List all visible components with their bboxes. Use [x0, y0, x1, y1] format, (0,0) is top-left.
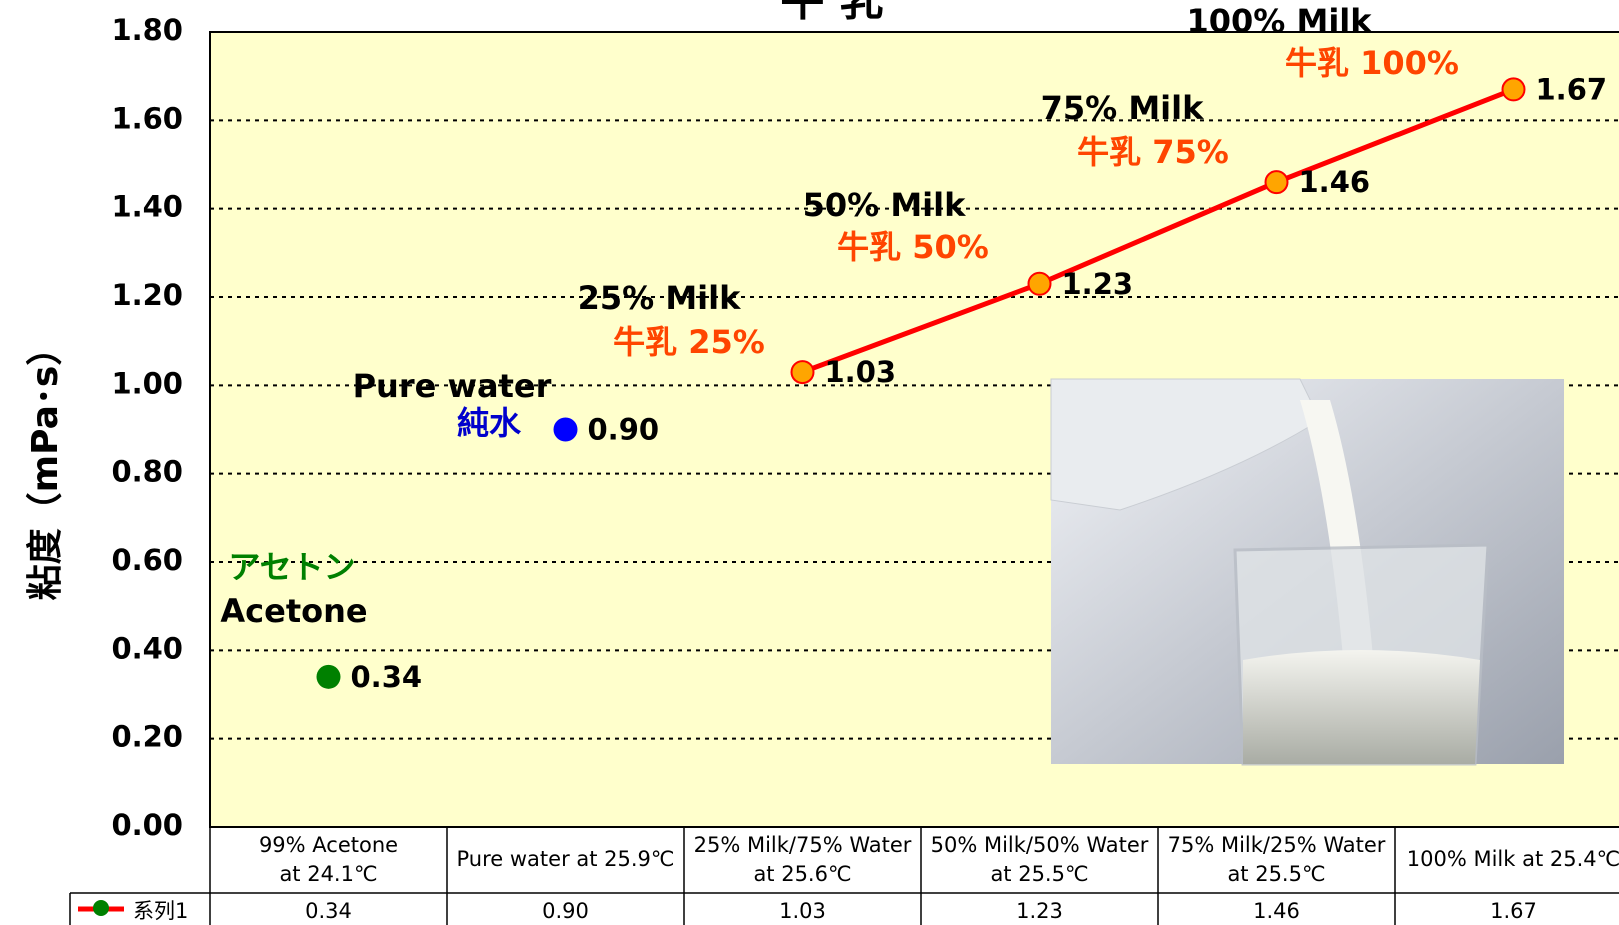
table-value: 1.03	[779, 899, 826, 923]
category-label: 25% Milk/75% Water at 25.6℃	[694, 833, 912, 886]
data-label: 1.23	[1062, 267, 1134, 301]
annotation: アセトン	[228, 548, 355, 586]
category-label: 50% Milk/50% Water at 25.5℃	[931, 833, 1149, 886]
table-value: 1.46	[1253, 899, 1300, 923]
point	[1264, 170, 1289, 195]
category-label: 75% Milk/25% Water at 25.5℃	[1168, 833, 1386, 886]
data-label: 0.90	[588, 413, 660, 447]
y-tick-label: 1.20	[111, 278, 183, 312]
y-tick-label: 1.80	[111, 13, 183, 47]
chart-title: 牛 乳	[780, 0, 883, 26]
annotation: 75% Milk	[1041, 89, 1205, 127]
y-tick-label: 0.80	[111, 455, 183, 489]
y-tick-label: 1.00	[111, 366, 183, 400]
annotation: 牛乳 100%	[1285, 44, 1459, 82]
y-tick-label: 0.20	[111, 720, 183, 754]
annotation: 50% Milk	[803, 186, 967, 224]
annotation: 25% Milk	[578, 279, 742, 317]
y-tick-label: 0.00	[111, 808, 183, 842]
y-axis-label: 粘度（mPa･s）	[25, 330, 66, 601]
point	[316, 664, 341, 689]
point	[1501, 77, 1526, 102]
category-label: 99% Acetone at 24.1℃	[259, 833, 398, 886]
category-label: 100% Milk at 25.4℃	[1407, 847, 1619, 871]
series-line	[801, 87, 1515, 375]
point	[1027, 271, 1052, 296]
category-label: Pure water at 25.9℃	[457, 847, 675, 871]
annotation: 100% Milk	[1186, 2, 1372, 40]
data-label: 1.67	[1536, 72, 1608, 106]
data-label: 1.46	[1299, 165, 1371, 199]
annotation: Pure water	[353, 367, 552, 405]
table-value: 1.23	[1016, 899, 1063, 923]
table-value: 1.67	[1490, 899, 1537, 923]
y-tick-label: 0.40	[111, 631, 183, 665]
annotation: 牛乳 50%	[837, 228, 989, 266]
y-tick-label: 1.60	[111, 101, 183, 135]
annotation: Acetone	[220, 592, 367, 630]
table-value: 0.34	[305, 899, 352, 923]
annotation: 純水	[457, 404, 522, 442]
y-tick-label: 0.60	[111, 543, 183, 577]
y-tick-label: 1.40	[111, 190, 183, 224]
annotation: 牛乳 75%	[1077, 133, 1229, 171]
data-label: 1.03	[825, 355, 897, 389]
annotation: 牛乳 25%	[613, 323, 765, 361]
data-label: 0.34	[351, 660, 423, 694]
point	[553, 417, 578, 442]
table-value: 0.90	[542, 899, 589, 923]
legend-marker	[93, 900, 109, 916]
point	[790, 360, 815, 385]
photo	[1050, 378, 1564, 766]
legend-label: 系列1	[133, 899, 188, 923]
